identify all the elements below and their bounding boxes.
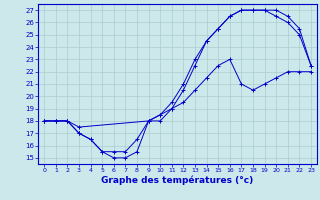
X-axis label: Graphe des températures (°c): Graphe des températures (°c) bbox=[101, 176, 254, 185]
